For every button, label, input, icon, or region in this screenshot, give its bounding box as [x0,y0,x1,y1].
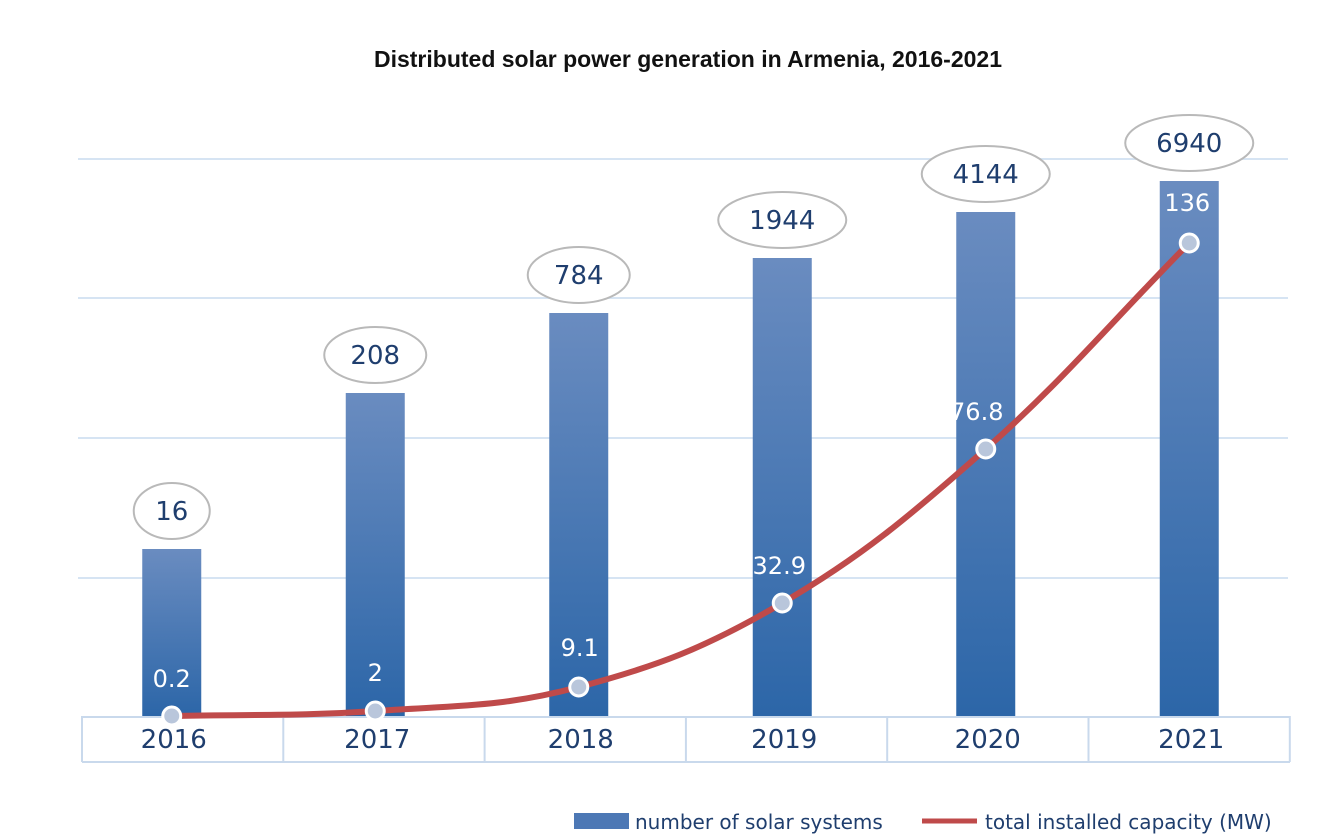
capacity-point [1178,232,1200,254]
bar [142,549,202,716]
bar [345,393,405,716]
capacity-value-label: 2 [368,659,383,687]
capacity-line-path [168,240,1193,719]
legend-label-bars: number of solar systems [635,810,883,834]
capacity-value-label: 0.2 [153,665,191,693]
capacity-point [771,592,793,614]
bar-value-bubble [323,326,428,384]
bar-value-bubble [526,246,631,304]
x-tick-label: 2016 [141,725,207,755]
bar-value-label: 208 [350,341,400,371]
bar-value-labels: 16 208 784 1944 4144 6940 [132,114,1255,540]
bar-value-bubble [920,145,1051,203]
capacity-point [568,676,590,698]
capacity-value-label: 32.9 [753,552,806,580]
bar-value-label: 1944 [749,206,815,236]
capacity-value-label: 136 [1164,189,1210,217]
x-tick-label: 2017 [344,725,410,755]
legend: number of solar systems total installed … [574,810,1272,834]
bar-value-label: 4144 [953,160,1019,190]
bar-value-bubble [717,191,848,249]
x-tick-label: 2020 [955,725,1021,755]
x-tick-label: 2021 [1158,725,1224,755]
capacity-point [975,438,997,460]
x-tick-label: 2018 [548,725,614,755]
x-tick-label: 2019 [751,725,817,755]
bar-value-bubble [1124,114,1255,172]
bar [752,258,812,716]
chart-title: Distributed solar power generation in Ar… [374,46,1002,72]
capacity-value-label: 76.8 [950,398,1003,426]
bar-value-bubble [132,482,211,540]
bar-value-label: 784 [554,261,604,291]
legend-swatch-bars [574,813,629,829]
bar-value-label: 6940 [1156,129,1222,159]
capacity-point [364,700,386,722]
capacity-value-label: 9.1 [561,634,599,662]
bars [142,181,1219,716]
capacity-line: 0.2 2 9.1 32.9 76.8 136 [153,189,1210,727]
bar-value-label: 16 [155,497,188,527]
x-axis: 2016 2017 2018 2019 2020 2021 [81,716,1291,763]
gridlines [78,158,1288,579]
bar [1159,181,1219,716]
bar [549,313,609,716]
capacity-point [161,705,183,727]
legend-label-line: total installed capacity (MW) [985,810,1272,834]
